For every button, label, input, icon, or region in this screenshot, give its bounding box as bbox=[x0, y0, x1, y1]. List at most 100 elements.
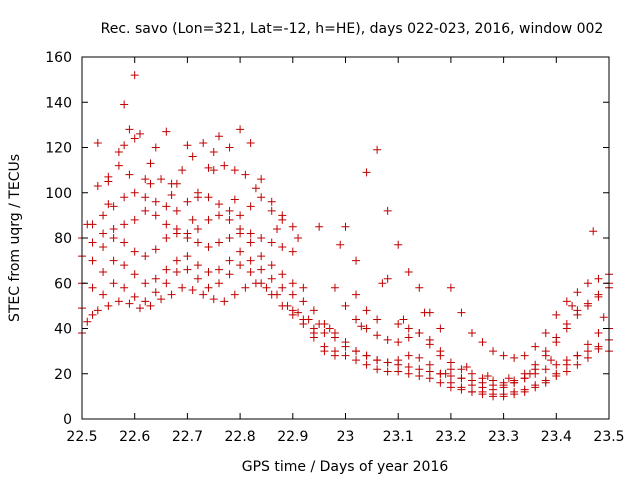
data-point bbox=[478, 338, 487, 347]
data-point bbox=[583, 347, 592, 356]
data-point bbox=[383, 274, 392, 283]
data-point bbox=[352, 290, 361, 299]
data-point bbox=[114, 297, 123, 306]
data-point bbox=[309, 333, 318, 342]
data-point bbox=[162, 127, 171, 136]
data-point bbox=[541, 329, 550, 338]
data-point bbox=[446, 365, 455, 374]
x-tick-label: 22.6 bbox=[119, 429, 150, 445]
data-point bbox=[130, 292, 139, 301]
data-point bbox=[215, 238, 224, 247]
data-point bbox=[225, 270, 234, 279]
data-point bbox=[109, 224, 118, 233]
data-point bbox=[499, 351, 508, 360]
data-point bbox=[462, 362, 471, 371]
data-point bbox=[489, 392, 498, 401]
data-point bbox=[415, 365, 424, 374]
data-point bbox=[178, 283, 187, 292]
data-point bbox=[188, 215, 197, 224]
data-point bbox=[236, 261, 245, 270]
data-point bbox=[573, 306, 582, 315]
data-point bbox=[99, 229, 108, 238]
y-tick-label: 120 bbox=[45, 141, 72, 157]
data-point bbox=[193, 224, 202, 233]
data-point bbox=[109, 279, 118, 288]
data-point bbox=[225, 256, 234, 265]
data-point bbox=[204, 193, 213, 202]
data-point bbox=[209, 166, 218, 175]
data-point bbox=[220, 297, 229, 306]
data-point bbox=[362, 324, 371, 333]
x-tick-label: 22.5 bbox=[66, 429, 97, 445]
data-point bbox=[299, 297, 308, 306]
data-point bbox=[267, 197, 276, 206]
data-point bbox=[257, 265, 266, 274]
y-tick-label: 40 bbox=[54, 322, 72, 338]
data-point bbox=[288, 279, 297, 288]
data-point bbox=[130, 270, 139, 279]
y-axis-label: STEC from uqrg / TECUs bbox=[7, 154, 23, 322]
data-point bbox=[141, 175, 150, 184]
data-point bbox=[209, 148, 218, 157]
data-point bbox=[383, 206, 392, 215]
data-point bbox=[320, 329, 329, 338]
data-point bbox=[436, 347, 445, 356]
data-point bbox=[373, 315, 382, 324]
data-point bbox=[193, 261, 202, 270]
data-point bbox=[162, 202, 171, 211]
data-point bbox=[352, 315, 361, 324]
data-point bbox=[141, 206, 150, 215]
data-point bbox=[162, 265, 171, 274]
axis-ticks: 22.5 22.6 22.7 22.8 22.9 23 23.1 23.2 23.3 23.4 23… bbox=[45, 50, 624, 445]
data-point bbox=[236, 224, 245, 233]
data-point bbox=[315, 222, 324, 231]
data-point bbox=[383, 367, 392, 376]
data-point bbox=[230, 290, 239, 299]
data-point bbox=[267, 274, 276, 283]
data-point bbox=[573, 360, 582, 369]
data-point bbox=[489, 376, 498, 385]
data-point bbox=[120, 100, 129, 109]
data-point bbox=[383, 335, 392, 344]
data-point bbox=[267, 206, 276, 215]
data-point bbox=[262, 283, 271, 292]
data-point bbox=[146, 159, 155, 168]
data-point bbox=[230, 166, 239, 175]
data-point bbox=[373, 331, 382, 340]
data-point bbox=[204, 163, 213, 172]
data-point bbox=[267, 261, 276, 270]
data-point bbox=[362, 351, 371, 360]
x-axis-label: GPS time / Days of year 2016 bbox=[242, 459, 449, 475]
data-point bbox=[267, 238, 276, 247]
data-point bbox=[236, 211, 245, 220]
data-point bbox=[241, 283, 250, 292]
data-point bbox=[457, 308, 466, 317]
data-point bbox=[172, 267, 181, 276]
data-point bbox=[525, 369, 534, 378]
data-point bbox=[562, 297, 571, 306]
data-point bbox=[246, 202, 255, 211]
data-point bbox=[341, 338, 350, 347]
data-point bbox=[104, 200, 113, 209]
data-point bbox=[552, 369, 561, 378]
data-point bbox=[151, 288, 160, 297]
x-tick-label: 22.9 bbox=[277, 429, 308, 445]
data-point bbox=[204, 283, 213, 292]
data-point bbox=[467, 369, 476, 378]
data-point bbox=[309, 306, 318, 315]
data-point bbox=[172, 229, 181, 238]
data-point bbox=[93, 181, 102, 190]
data-marks bbox=[78, 71, 613, 401]
data-point bbox=[404, 333, 413, 342]
data-point bbox=[489, 385, 498, 394]
data-point bbox=[425, 374, 434, 383]
y-tick-label: 0 bbox=[63, 412, 72, 428]
data-point bbox=[146, 301, 155, 310]
data-point bbox=[151, 211, 160, 220]
data-point bbox=[446, 378, 455, 387]
data-point bbox=[425, 360, 434, 369]
data-point bbox=[457, 374, 466, 383]
data-point bbox=[83, 317, 92, 326]
data-point bbox=[172, 179, 181, 188]
